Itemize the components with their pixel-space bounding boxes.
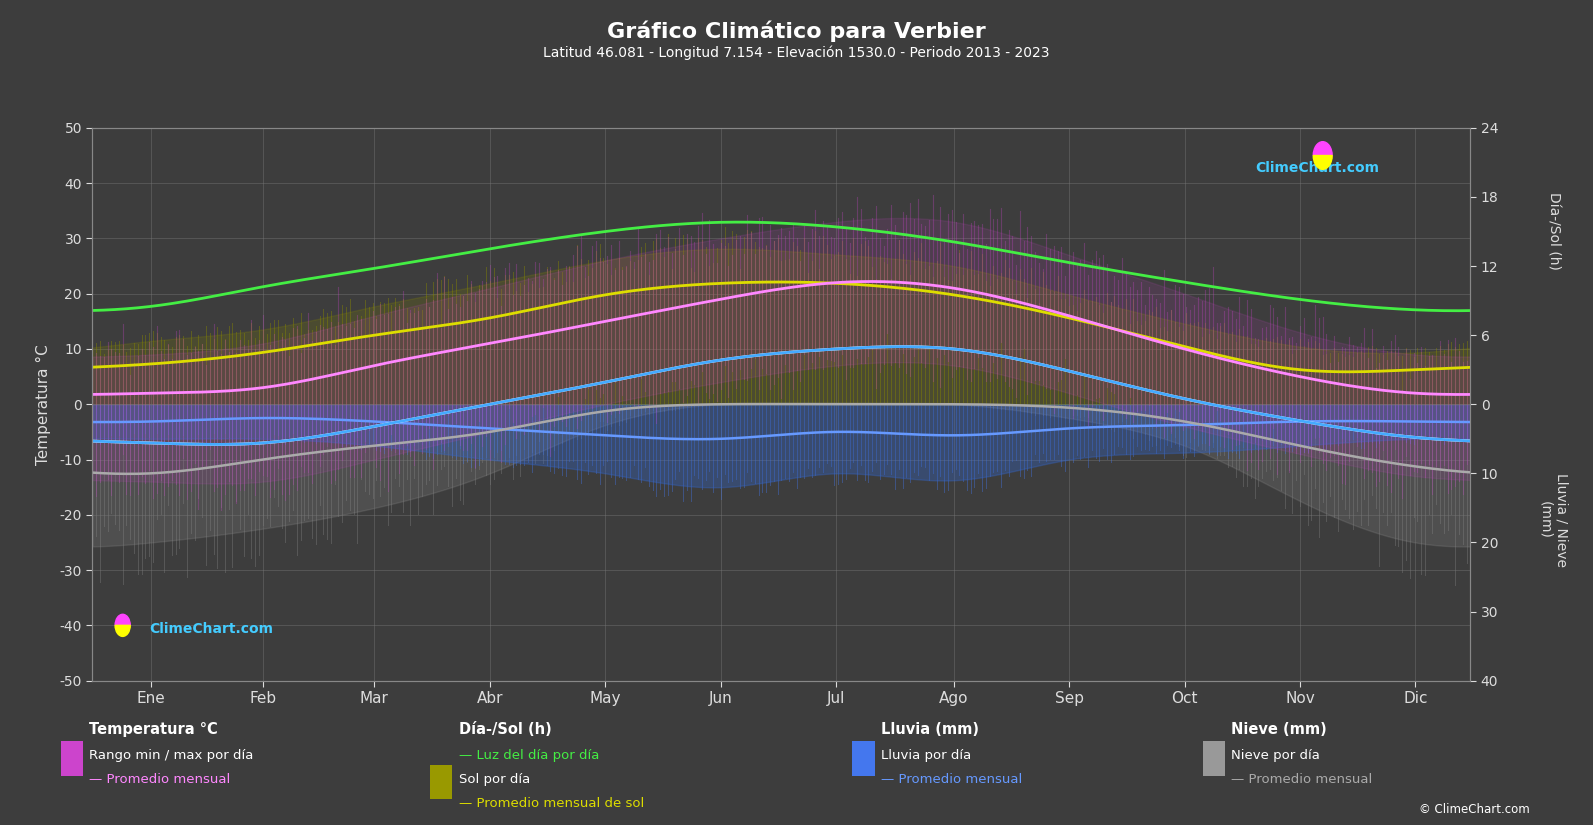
Text: Lluvia por día: Lluvia por día [881, 749, 972, 762]
Text: Día-/Sol (h): Día-/Sol (h) [459, 722, 551, 737]
Text: Gráfico Climático para Verbier: Gráfico Climático para Verbier [607, 21, 986, 42]
Y-axis label: Temperatura °C: Temperatura °C [37, 344, 51, 464]
Text: Nieve (mm): Nieve (mm) [1231, 722, 1327, 737]
Text: ClimeChart.com: ClimeChart.com [1255, 161, 1380, 175]
Text: — Promedio mensual: — Promedio mensual [89, 773, 231, 786]
Text: Rango min / max por día: Rango min / max por día [89, 749, 253, 762]
Text: — Promedio mensual de sol: — Promedio mensual de sol [459, 797, 644, 810]
Text: Temperatura °C: Temperatura °C [89, 722, 218, 737]
Text: — Luz del día por día: — Luz del día por día [459, 749, 599, 762]
Text: © ClimeChart.com: © ClimeChart.com [1418, 803, 1529, 816]
Wedge shape [115, 615, 131, 625]
Text: Lluvia (mm): Lluvia (mm) [881, 722, 980, 737]
Wedge shape [115, 625, 131, 636]
Text: Latitud 46.081 - Longitud 7.154 - Elevación 1530.0 - Periodo 2013 - 2023: Latitud 46.081 - Longitud 7.154 - Elevac… [543, 45, 1050, 60]
Wedge shape [1313, 142, 1332, 155]
Text: Nieve por día: Nieve por día [1231, 749, 1321, 762]
Text: Sol por día: Sol por día [459, 773, 530, 786]
Text: Día-/Sol (h): Día-/Sol (h) [1547, 192, 1560, 270]
Text: — Promedio mensual: — Promedio mensual [881, 773, 1023, 786]
Text: — Promedio mensual: — Promedio mensual [1231, 773, 1373, 786]
Wedge shape [1313, 155, 1332, 169]
Text: ClimeChart.com: ClimeChart.com [150, 622, 272, 636]
Text: Lluvia / Nieve
(mm): Lluvia / Nieve (mm) [1539, 473, 1568, 567]
